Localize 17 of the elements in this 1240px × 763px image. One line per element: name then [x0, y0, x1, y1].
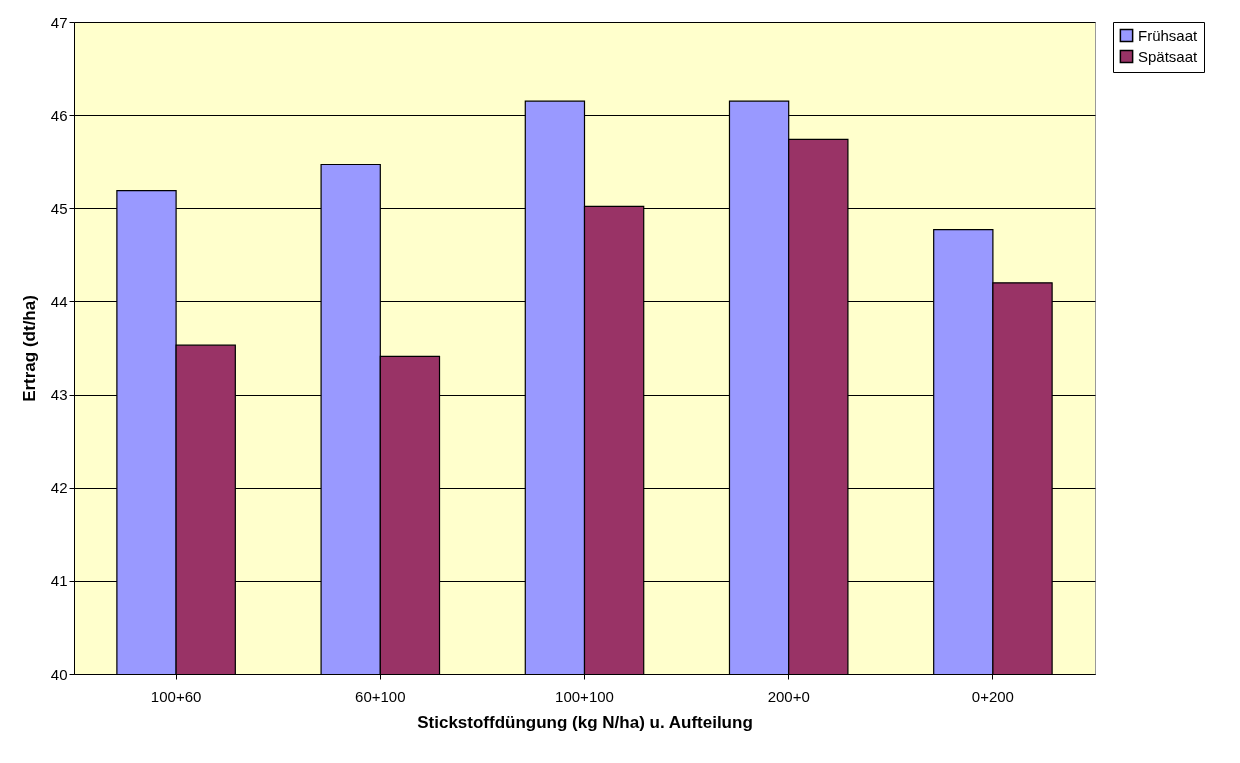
- y-tick-label: 47: [50, 13, 68, 31]
- y-tick-label: 41: [50, 572, 68, 590]
- legend-label: Frühsaat: [1138, 26, 1199, 44]
- legend-label: Spätsaat: [1138, 47, 1199, 65]
- x-tick-label: 100+60: [150, 687, 202, 705]
- x-axis-title: Stickstoffdüngung (kg N/ha) u. Aufteilung: [417, 712, 753, 732]
- y-tick-label: 43: [50, 386, 68, 404]
- x-tick-label: 100+100: [555, 687, 614, 705]
- y-axis-title: Ertrag (dt/ha): [19, 295, 39, 402]
- y-tick-label: 40: [50, 665, 68, 683]
- x-tick-label: 0+200: [971, 687, 1014, 705]
- y-tick-label: 45: [50, 199, 68, 217]
- y-tick-label: 46: [50, 106, 68, 124]
- y-tick-label: 42: [50, 479, 68, 497]
- x-tick-label: 200+0: [767, 687, 810, 705]
- y-tick-label: 44: [50, 292, 68, 310]
- x-tick-label: 60+100: [355, 687, 406, 705]
